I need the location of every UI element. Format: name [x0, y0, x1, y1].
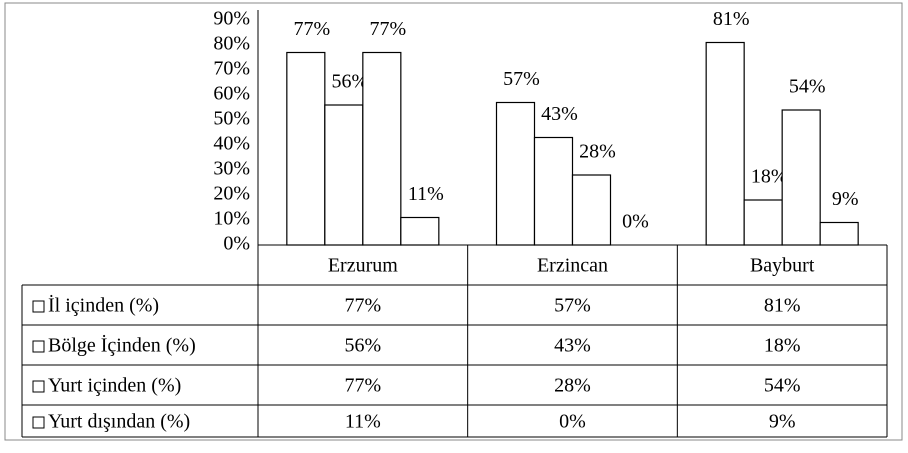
- x-tick-label: Erzincan: [537, 255, 608, 277]
- data-label: 81%: [713, 8, 750, 30]
- y-tick-label: 70%: [213, 58, 250, 80]
- data-label: 54%: [789, 76, 826, 98]
- data-label: 56%: [331, 71, 368, 93]
- legend-label: Bölge İçinden (%): [48, 334, 196, 357]
- y-tick-label: 80%: [213, 33, 250, 55]
- data-label: 9%: [832, 188, 859, 210]
- table-cell: 28%: [554, 375, 591, 397]
- y-tick-label: 0%: [223, 233, 250, 255]
- table-cell: 77%: [344, 295, 381, 317]
- y-tick-label: 90%: [213, 8, 250, 30]
- bar: [533, 136, 574, 246]
- legend-swatch: [32, 300, 45, 313]
- bar: [362, 51, 402, 246]
- y-tick-label: 40%: [213, 133, 250, 155]
- x-tick-label: Erzurum: [328, 255, 398, 277]
- table-cell: 9%: [769, 411, 796, 433]
- table-cell: 77%: [344, 375, 381, 397]
- data-label: 11%: [408, 183, 444, 205]
- x-tick-label: Bayburt: [750, 255, 815, 277]
- y-tick-label: 30%: [213, 158, 250, 180]
- y-tick-label: 10%: [213, 208, 250, 230]
- legend-swatch: [32, 340, 45, 353]
- data-label: 18%: [751, 166, 788, 188]
- table-cell: 43%: [554, 335, 591, 357]
- y-tick-label: 50%: [213, 108, 250, 130]
- table-cell: 57%: [554, 295, 591, 317]
- legend-label: Yurt içinden (%): [48, 375, 181, 397]
- table-cell: 81%: [764, 295, 801, 317]
- data-label: 57%: [503, 68, 540, 90]
- bar: [781, 109, 821, 246]
- data-label: 43%: [541, 103, 578, 125]
- bar: [286, 51, 326, 246]
- legend-label: Yurt dışından (%): [48, 411, 190, 433]
- legend-label: İl içinden (%): [48, 294, 159, 317]
- bar: [324, 104, 364, 246]
- data-label: 77%: [293, 18, 330, 40]
- legend-swatch: [32, 380, 45, 393]
- table-cell: 11%: [345, 411, 381, 433]
- bar: [705, 41, 745, 246]
- bar: [819, 221, 859, 246]
- data-label: 77%: [369, 18, 406, 40]
- legend-swatch: [32, 416, 45, 429]
- bar: [400, 216, 440, 246]
- y-tick-label: 60%: [213, 83, 250, 105]
- table-cell: 56%: [344, 335, 381, 357]
- table-cell: 54%: [764, 375, 801, 397]
- bar: [495, 101, 536, 246]
- data-label: 0%: [622, 211, 649, 233]
- bar: [571, 174, 612, 246]
- table-cell: 0%: [559, 411, 586, 433]
- bar: [743, 199, 783, 246]
- y-tick-label: 20%: [213, 183, 250, 205]
- table-cell: 18%: [764, 335, 801, 357]
- data-label: 28%: [579, 141, 616, 163]
